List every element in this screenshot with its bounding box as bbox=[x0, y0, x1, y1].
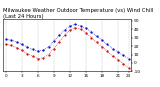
Text: Milwaukee Weather Outdoor Temperature (vs) Wind Chill (Last 24 Hours): Milwaukee Weather Outdoor Temperature (v… bbox=[3, 8, 154, 19]
